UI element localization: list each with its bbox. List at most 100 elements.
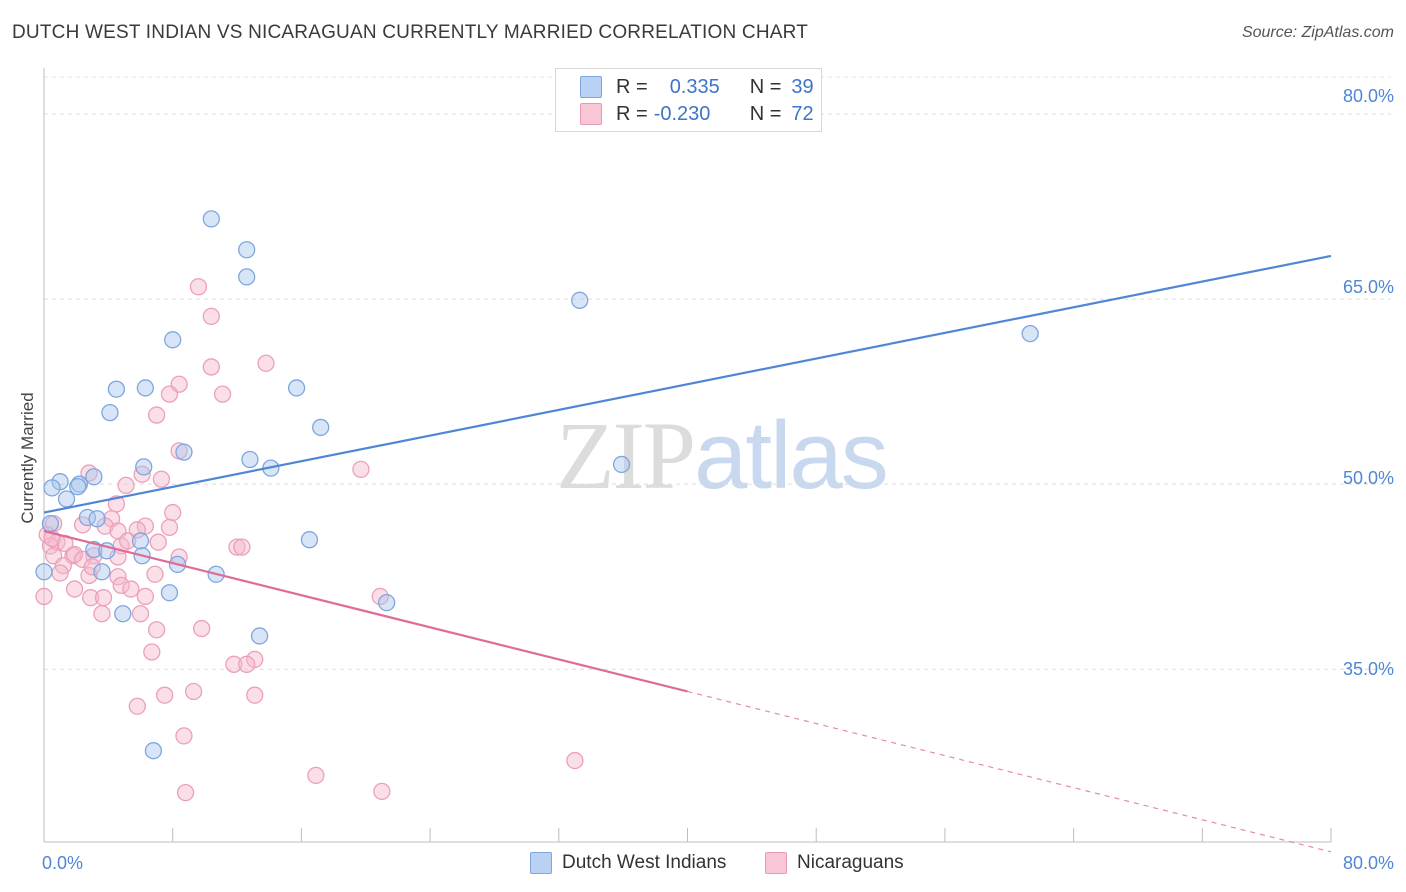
data-point-nicaraguans [131, 605, 150, 623]
data-point-nicaraguans [51, 564, 69, 582]
trend-line-dutch-west-indians [43, 254, 1332, 514]
legend-n-label: N = [749, 75, 782, 98]
legend-r-value: 0.335 [669, 75, 720, 98]
data-point-nicaraguans [225, 655, 243, 673]
y-tick-label: 50.0% [1342, 468, 1394, 488]
data-point-nicaraguans [147, 621, 166, 639]
data-point-nicaraguans [156, 686, 174, 704]
data-point-nicaraguans [176, 783, 195, 802]
data-point-dutch-west-indians [571, 291, 589, 309]
data-point-dutch-west-indians [114, 605, 132, 623]
data-point-nicaraguans [35, 587, 53, 606]
data-point-dutch-west-indians [238, 241, 256, 259]
data-point-nicaraguans [566, 751, 584, 770]
data-point-dutch-west-indians [312, 418, 330, 437]
data-point-nicaraguans [128, 521, 146, 539]
data-point-nicaraguans [202, 307, 220, 326]
legend-swatch-blue [580, 76, 602, 98]
data-point-nicaraguans [83, 558, 101, 576]
watermark-atlas: atlas [694, 402, 889, 509]
series-swatch-blue [530, 852, 552, 874]
data-point-nicaraguans [233, 538, 251, 556]
series-name: Nicaraguans [797, 852, 904, 873]
data-point-nicaraguans [82, 589, 100, 607]
x-tick-label-max: 80.0% [1342, 853, 1394, 873]
data-point-nicaraguans [152, 470, 171, 488]
data-point-nicaraguans [164, 503, 182, 522]
data-point-dutch-west-indians [69, 477, 87, 496]
data-point-dutch-west-indians [164, 331, 182, 349]
data-point-dutch-west-indians [241, 450, 259, 469]
data-point-nicaraguans [193, 619, 211, 638]
data-point-dutch-west-indians [101, 403, 119, 422]
data-point-nicaraguans [149, 533, 167, 551]
data-point-nicaraguans [160, 518, 179, 537]
y-tick-label: 65.0% [1342, 277, 1394, 297]
data-point-nicaraguans [189, 278, 208, 296]
data-point-nicaraguans [94, 589, 113, 607]
data-point-dutch-west-indians [131, 532, 150, 550]
data-point-nicaraguans [119, 532, 137, 550]
data-point-nicaraguans [147, 406, 166, 424]
chart-title: DUTCH WEST INDIAN VS NICARAGUAN CURRENTL… [12, 22, 808, 43]
legend-n-value: 39 [791, 75, 814, 98]
data-point-dutch-west-indians [144, 742, 163, 760]
data-point-nicaraguans [352, 460, 370, 479]
data-point-dutch-west-indians [135, 458, 153, 476]
data-point-dutch-west-indians [175, 443, 193, 461]
data-point-dutch-west-indians [88, 510, 106, 528]
legend-r-value: -0.230 [653, 102, 711, 125]
data-point-nicaraguans [160, 385, 179, 403]
data-point-dutch-west-indians [202, 210, 220, 228]
correlation-legend: R = 0.335 N = 39 R = -0.230 N = 72 [555, 68, 822, 132]
data-point-nicaraguans [112, 576, 130, 595]
data-point-dutch-west-indians [41, 515, 60, 533]
trend-line-nicaraguans [43, 529, 688, 693]
series-legend-nicaraguans: Nicaraguans [765, 852, 904, 874]
data-point-nicaraguans [143, 643, 161, 661]
source-label: Source: ZipAtlas.com [1241, 24, 1394, 41]
data-point-dutch-west-indians [43, 479, 61, 497]
data-point-dutch-west-indians [93, 563, 111, 581]
data-point-dutch-west-indians [1021, 324, 1039, 343]
data-point-dutch-west-indians [160, 584, 179, 602]
legend-r-label: R = [616, 75, 648, 98]
data-point-nicaraguans [213, 385, 232, 403]
watermark: ZIPatlas [556, 400, 889, 511]
y-tick-label: 80.0% [1342, 86, 1394, 106]
data-point-nicaraguans [228, 538, 246, 556]
x-tick-label-min: 0.0% [42, 853, 84, 873]
data-point-nicaraguans [371, 587, 389, 606]
legend-n-value: 72 [791, 102, 814, 125]
watermark-zip: ZIP [556, 402, 696, 509]
data-point-nicaraguans [257, 354, 275, 372]
data-point-nicaraguans [93, 605, 111, 623]
data-point-nicaraguans [175, 727, 193, 745]
data-point-dutch-west-indians [378, 593, 396, 612]
data-point-nicaraguans [117, 476, 135, 495]
y-tick-label: 35.0% [1342, 659, 1394, 679]
data-point-dutch-west-indians [250, 627, 269, 645]
legend-row-dutch-west-indians: R = 0.335 N = 39 [580, 74, 814, 100]
data-point-nicaraguans [373, 782, 391, 801]
data-point-dutch-west-indians [136, 379, 155, 397]
legend-r-label: R = [616, 102, 648, 125]
data-point-dutch-west-indians [287, 379, 306, 397]
series-swatch-pink [765, 852, 787, 874]
legend-n-label: N = [749, 102, 782, 125]
data-point-dutch-west-indians [85, 468, 103, 486]
data-point-nicaraguans [146, 565, 164, 583]
data-point-nicaraguans [202, 358, 220, 376]
series-legend-dutch-west-indians: Dutch West Indians [530, 852, 726, 874]
data-point-dutch-west-indians [57, 490, 76, 508]
data-point-dutch-west-indians [300, 531, 319, 549]
data-point-nicaraguans [136, 587, 155, 606]
data-point-nicaraguans [128, 697, 146, 715]
data-point-dutch-west-indians [612, 455, 631, 474]
data-point-dutch-west-indians [107, 380, 126, 398]
data-point-nicaraguans [122, 580, 140, 598]
trend-line-nicaraguans-extrapolated [687, 690, 1332, 853]
data-point-nicaraguans [184, 682, 203, 701]
legend-swatch-pink [580, 103, 602, 125]
